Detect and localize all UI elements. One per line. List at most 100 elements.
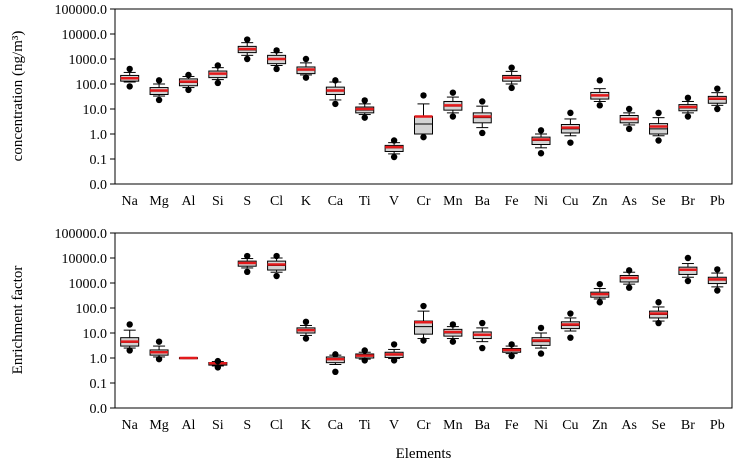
- box-Ti: [355, 347, 375, 364]
- outlier-point: [479, 344, 486, 352]
- y-tick-label: 10000.0: [62, 28, 108, 43]
- box-Cl: [267, 252, 287, 280]
- y-tick-label: 0.1: [90, 377, 108, 392]
- outlier-point: [449, 89, 457, 96]
- box-Mg: [149, 338, 169, 363]
- x-tick-label: Pb: [710, 194, 725, 209]
- outlier-point: [596, 102, 603, 109]
- outlier-point: [244, 36, 251, 43]
- box-Ni: [531, 127, 551, 157]
- box-Cu: [560, 310, 580, 341]
- box-Ca: [325, 77, 345, 108]
- outlier-point: [567, 139, 574, 146]
- box-S: [237, 36, 257, 63]
- outlier-point: [625, 105, 633, 113]
- x-tick-label: Zn: [592, 194, 608, 209]
- outlier-point: [479, 129, 486, 137]
- outlier-point: [273, 65, 280, 73]
- box-Al: [178, 71, 198, 94]
- box-iqr: [384, 144, 404, 152]
- y-tick-label: 10.0: [83, 103, 108, 118]
- box-iqr: [414, 116, 433, 135]
- x-tick-label: Mg: [149, 418, 168, 433]
- x-tick-label: Se: [652, 418, 666, 433]
- x-axis-label: Elements: [396, 446, 452, 461]
- outlier-point: [390, 137, 398, 144]
- box-Mg: [149, 77, 169, 104]
- x-tick-label: Br: [681, 418, 695, 433]
- y-tick-label: 1000.0: [69, 53, 108, 68]
- box-Se: [649, 109, 669, 144]
- outlier-point: [479, 319, 486, 327]
- x-tick-label: Mn: [443, 418, 462, 433]
- outlier-point: [155, 338, 163, 345]
- box-Mn: [443, 321, 463, 345]
- outlier-point: [625, 125, 633, 133]
- outlier-point: [684, 94, 692, 102]
- outlier-point: [449, 338, 457, 345]
- enrichment-factor-chart: 0.0 0.1 1.0 10.0 100.0 1000.0 10000.0 100000.0 N…: [10, 227, 733, 461]
- x-tick-label: Br: [681, 194, 695, 209]
- x-tick-label: Cu: [562, 418, 578, 433]
- box-Cr: [414, 302, 433, 344]
- x-tick-label: K: [301, 418, 311, 433]
- x-tick-label: K: [301, 194, 311, 209]
- box-Ba: [472, 98, 492, 137]
- outlier-point: [361, 97, 368, 104]
- box-Si: [208, 62, 228, 87]
- x-tick-label: Cl: [270, 418, 283, 433]
- x-tick-label: Ni: [534, 418, 548, 433]
- outlier-point: [273, 252, 280, 260]
- y-tick-label: 1.0: [90, 128, 108, 143]
- box-V: [384, 137, 404, 161]
- y-tick-label: 100000.0: [55, 227, 108, 242]
- box-Ti: [355, 97, 375, 121]
- y-tick-label: 10000.0: [62, 252, 108, 267]
- x-tick-label: Al: [181, 194, 195, 209]
- outlier-point: [537, 150, 545, 157]
- outlier-point: [508, 84, 515, 92]
- box-Se: [649, 299, 669, 327]
- outlier-point: [273, 272, 280, 280]
- outlier-point: [449, 113, 457, 120]
- x-tick-label: Cr: [417, 194, 431, 209]
- outlier-point: [244, 252, 251, 260]
- outlier-point: [126, 321, 133, 328]
- outlier-point: [596, 77, 603, 84]
- y-tick-label: 0.1: [90, 153, 108, 168]
- outlier-point: [390, 341, 398, 348]
- y-tick-label: 10.0: [83, 327, 108, 342]
- x-tick-label: S: [243, 418, 251, 433]
- box-Na: [120, 65, 140, 90]
- x-tick-label: Fe: [505, 418, 519, 433]
- box-Fe: [502, 341, 522, 360]
- outlier-point: [596, 299, 603, 306]
- plot-area: [114, 232, 733, 409]
- outlier-point: [390, 357, 398, 364]
- outlier-point: [361, 347, 368, 354]
- box-As: [619, 105, 639, 133]
- plot-area: [114, 8, 733, 185]
- x-tick-label: Mg: [149, 194, 168, 209]
- x-tick-label: Na: [122, 194, 139, 209]
- box-Cu: [560, 109, 580, 146]
- y-tick-label: 0.0: [90, 402, 108, 417]
- outlier-point: [655, 137, 662, 144]
- box-Pb: [707, 85, 727, 113]
- box-Br: [678, 254, 698, 285]
- outlier-point: [625, 284, 633, 291]
- x-tick-label: Si: [212, 194, 224, 209]
- outlier-point: [185, 71, 192, 79]
- x-tick-label: Na: [122, 418, 139, 433]
- outlier-point: [567, 109, 574, 117]
- x-tick-label: As: [621, 418, 637, 433]
- outlier-point: [714, 266, 721, 273]
- box-Br: [678, 94, 698, 120]
- x-tick-label: Al: [181, 418, 195, 433]
- y-tick-label: 100.0: [76, 302, 108, 317]
- y-tick-label: 100.0: [76, 78, 108, 93]
- box-Ni: [531, 324, 551, 357]
- outlier-point: [479, 98, 486, 105]
- outlier-point: [332, 77, 339, 84]
